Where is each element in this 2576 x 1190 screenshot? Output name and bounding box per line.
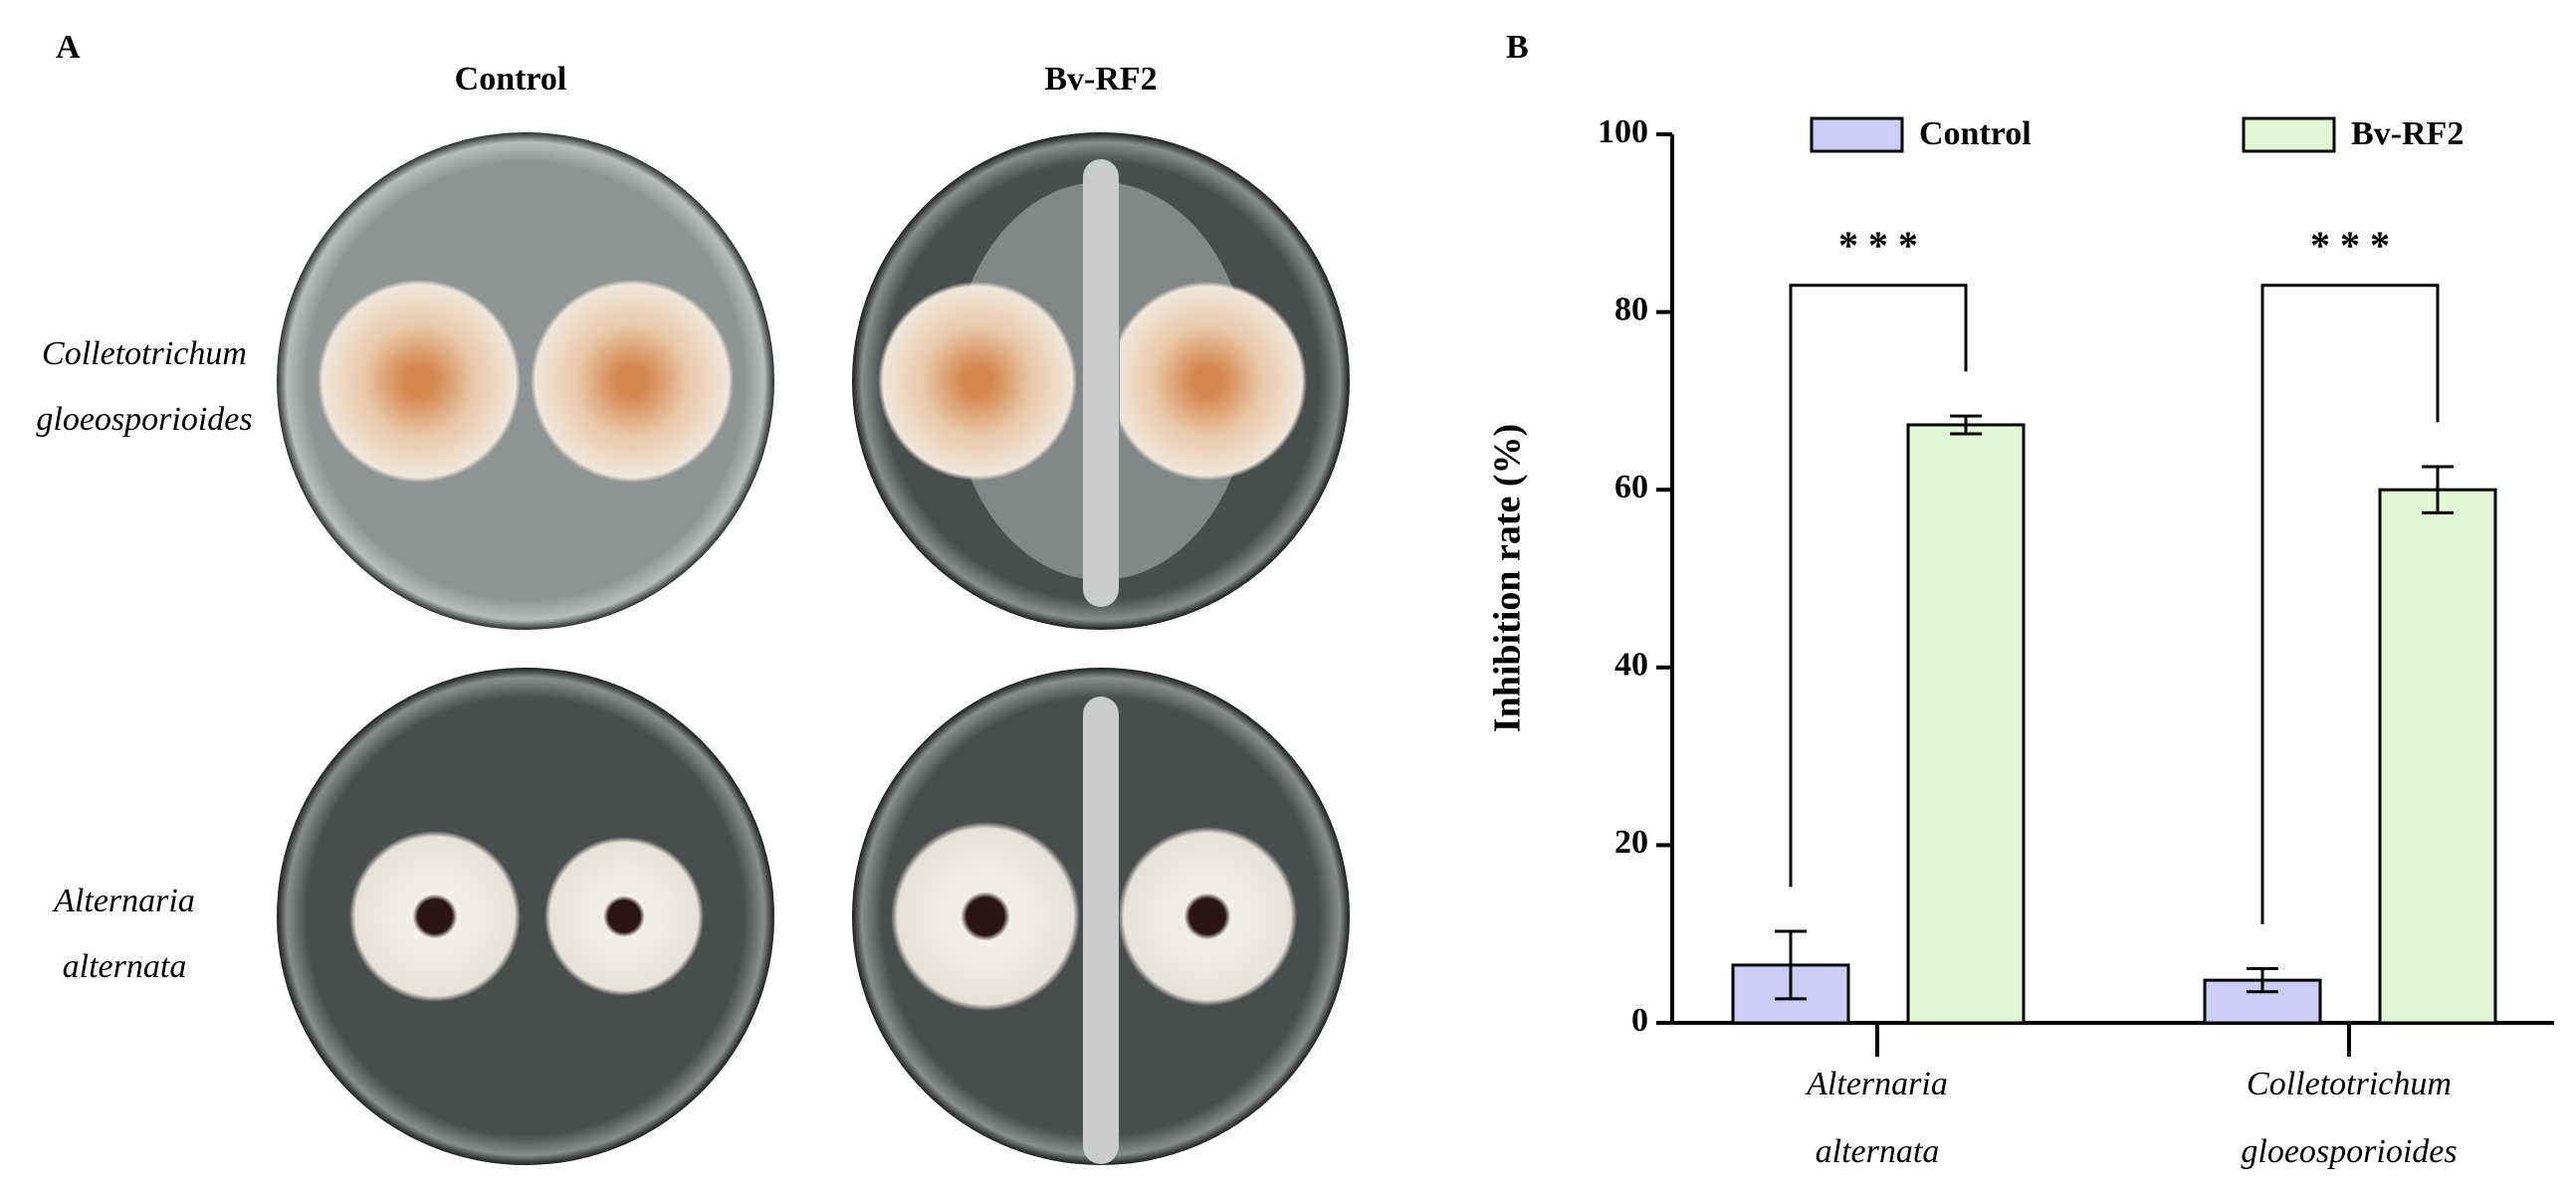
y-axis-title: Inhibition rate (%) (1487, 424, 1529, 732)
y-tick-label: 40 (1614, 647, 1648, 684)
legend-label: Bv-RF2 (2351, 115, 2464, 152)
x-tick-label: Colletotrichum (2247, 1066, 2452, 1102)
significance-label: * * * (1838, 223, 1918, 268)
streak (1083, 159, 1119, 607)
x-tick-label: Alternaria (1805, 1066, 1948, 1102)
bar (2378, 488, 2497, 1025)
x-tick-label: gloeosporioides (2241, 1133, 2457, 1170)
colony (1120, 282, 1307, 481)
significance-bracket (1789, 284, 1968, 888)
error-bar (2422, 465, 2454, 514)
colony (1120, 827, 1297, 1006)
y-tick-label: 60 (1614, 469, 1648, 505)
legend-swatch (2242, 116, 2336, 153)
legend-label: Control (1919, 115, 2032, 152)
colony (349, 831, 521, 1002)
colony (531, 280, 734, 483)
x-tick-label: alternata (1816, 1133, 1940, 1170)
colony (891, 822, 1080, 1011)
column-label: Bv-RF2 (1044, 61, 1157, 98)
row-label: Alternaria (52, 883, 195, 919)
legend-swatch (1810, 116, 1904, 153)
significance-bracket (2260, 284, 2440, 924)
bar (1906, 423, 2026, 1025)
y-tick-label: 100 (1598, 113, 1648, 150)
error-bar (2247, 967, 2278, 994)
panel-a-photos (277, 132, 1350, 1165)
panel-label: B (1506, 29, 1529, 66)
streak (1083, 696, 1119, 1164)
significance-label: * * * (2310, 223, 2390, 268)
error-bar (1950, 414, 1982, 436)
column-label: Control (455, 61, 567, 98)
panel-label: A (56, 29, 81, 66)
colony (318, 280, 521, 483)
colony (878, 282, 1077, 481)
row-label: Colletotrichum (42, 335, 247, 372)
y-tick-label: 20 (1614, 824, 1648, 861)
row-label: gloeosporioides (36, 401, 252, 438)
colony (544, 837, 704, 996)
row-label: alternata (63, 948, 187, 985)
dish (277, 132, 774, 630)
dish (277, 668, 774, 1165)
y-tick-label: 0 (1631, 1002, 1648, 1039)
y-tick-label: 80 (1614, 291, 1648, 327)
error-bar (1775, 929, 1807, 1001)
